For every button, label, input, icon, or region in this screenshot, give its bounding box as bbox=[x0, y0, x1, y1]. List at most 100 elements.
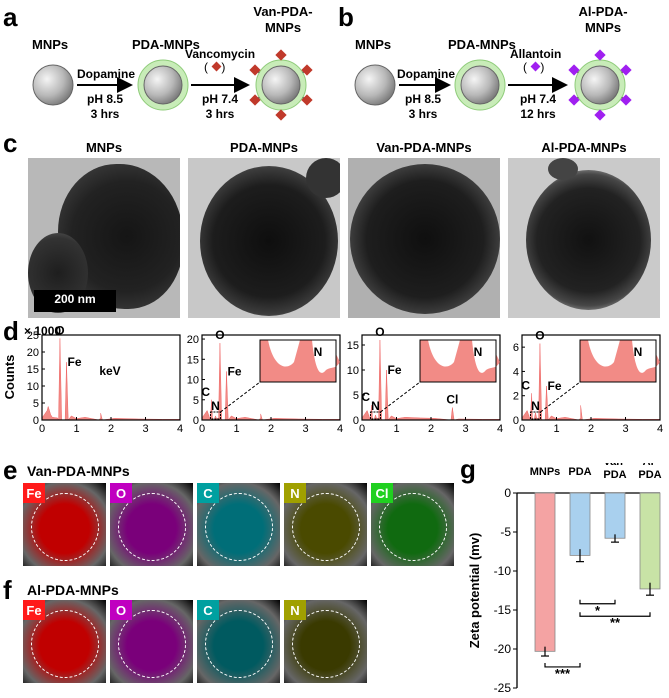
particle-outline bbox=[118, 610, 186, 678]
scheme-b-ligand-bracket: ( ) bbox=[523, 60, 545, 74]
element-tag: O bbox=[110, 483, 132, 503]
zeta-category-label: Al- bbox=[643, 463, 658, 468]
zeta-category-label: PDA bbox=[568, 466, 591, 478]
eds-inset-label: N bbox=[474, 345, 483, 359]
eds-xtick-label: 4 bbox=[177, 423, 183, 435]
panel-label-e: e bbox=[3, 455, 18, 485]
scheme-a-start: MNPs bbox=[32, 37, 69, 52]
eds-peak-label: O bbox=[215, 328, 224, 342]
eds-peak-label: C bbox=[521, 378, 530, 392]
scheme-b-step2-reagent: Allantoin bbox=[510, 47, 562, 61]
zeta-potential-chart: 0 -5 -10 -15 -20 -25 Zeta potential (mv) MNPs PD… bbox=[467, 463, 662, 695]
eds-ytick-label: 0 bbox=[33, 415, 39, 427]
synthesis-schemes bbox=[32, 49, 632, 121]
zeta-ylabel: Zeta potential (mv) bbox=[467, 533, 482, 649]
eds-peak-label: C bbox=[361, 390, 370, 404]
particle-outline bbox=[205, 610, 273, 678]
tem-image-mnps: 200 nm bbox=[28, 158, 180, 318]
eds-xtick-label: 3 bbox=[462, 423, 468, 435]
significance-bracket bbox=[544, 662, 581, 668]
significance-label: *** bbox=[555, 666, 571, 681]
eds-xtick-label: 1 bbox=[393, 423, 399, 435]
eds-ytick-label: 15 bbox=[27, 364, 39, 376]
eds-ytick-label: 10 bbox=[187, 375, 199, 387]
van-map-cl: Cl bbox=[371, 483, 454, 566]
eds-inset-frame bbox=[259, 339, 337, 383]
tem-title-1: MNPs bbox=[85, 140, 123, 155]
tem-title-2: PDA-MNPs bbox=[230, 140, 298, 155]
eds-xtick-label: 3 bbox=[142, 423, 148, 435]
eds-ytick-label: 0 bbox=[193, 415, 199, 427]
zeta-bar bbox=[569, 492, 591, 556]
eds-xtick-label: 1 bbox=[73, 423, 79, 435]
eds-multiplier: × 1000 bbox=[24, 325, 61, 338]
significance-bracket bbox=[579, 599, 616, 605]
eds-xtick-label: 1 bbox=[553, 423, 559, 435]
eds-zoom-box bbox=[209, 411, 221, 420]
eds-inset-label: N bbox=[634, 345, 643, 359]
eds-xtick-label: 3 bbox=[302, 423, 308, 435]
allantoin-ligand bbox=[594, 109, 606, 121]
eds-peak-label: Fe bbox=[387, 363, 401, 377]
element-tag: N bbox=[284, 483, 306, 503]
particle-outline bbox=[31, 610, 99, 678]
zeta-category-label: Van- bbox=[603, 463, 627, 468]
particle-outline bbox=[379, 493, 447, 561]
eds-ytick-label: 5 bbox=[193, 395, 199, 407]
scheme-a-step2-conditions: pH 7.4 3 hrs bbox=[201, 92, 238, 121]
al-map-o: O bbox=[110, 600, 193, 683]
eds-inset-frame bbox=[579, 339, 657, 383]
element-tag: C bbox=[197, 600, 219, 620]
pda-core-b bbox=[460, 65, 500, 105]
zeta-ytick-label: 0 bbox=[504, 486, 511, 500]
tem-image-pda-mnps bbox=[188, 158, 340, 318]
eds-peak-label: Fe bbox=[547, 379, 561, 393]
zeta-bar bbox=[639, 492, 661, 590]
scheme-a-end: Van-PDA- MNPs bbox=[253, 4, 313, 35]
particle-outline bbox=[118, 493, 186, 561]
zeta-ytick-label: -20 bbox=[494, 642, 512, 656]
eds-ytick-label: 25 bbox=[27, 330, 39, 342]
zeta-category-label: PDA bbox=[603, 469, 626, 481]
eds-xtick-label: 0 bbox=[519, 423, 525, 435]
significance-label: * bbox=[595, 603, 601, 618]
van-map-o: O bbox=[110, 483, 193, 566]
eds-ytick-label: 5 bbox=[353, 390, 359, 402]
al-map-n: N bbox=[284, 600, 367, 683]
van-map-n: N bbox=[284, 483, 367, 566]
panel-label-a: a bbox=[3, 2, 18, 32]
eds-peak-label: C bbox=[201, 385, 210, 399]
zeta-ytick-label: -5 bbox=[500, 525, 511, 539]
vancomycin-ligand bbox=[275, 49, 287, 61]
eds-inset-spectrum bbox=[420, 340, 500, 382]
element-tag: C bbox=[197, 483, 219, 503]
eds-peak-label: Cl bbox=[446, 393, 458, 407]
eds-peak-label: N bbox=[371, 399, 380, 413]
eds-zoom-line bbox=[380, 381, 421, 413]
zeta-category-label: MNPs bbox=[530, 466, 561, 478]
pda-core-a bbox=[143, 65, 183, 105]
zeta-ytick-label: -25 bbox=[494, 681, 512, 695]
scheme-a-ligand-bracket: ( ) bbox=[204, 60, 226, 74]
eds-ytick-label: 20 bbox=[187, 334, 199, 346]
eds-ytick-label: 15 bbox=[347, 340, 359, 352]
vancomycin-ligand bbox=[275, 109, 287, 121]
scheme-b-start: MNPs bbox=[355, 37, 392, 52]
scheme-a-step1-conditions: pH 8.5 3 hrs bbox=[86, 92, 123, 121]
scheme-a-mid: PDA-MNPs bbox=[132, 37, 200, 52]
particle-outline bbox=[31, 493, 99, 561]
eds-xtick-label: 4 bbox=[497, 423, 503, 435]
element-tag: Fe bbox=[23, 483, 45, 503]
particle-outline bbox=[205, 493, 273, 561]
eds-xtick-label: 4 bbox=[657, 423, 663, 435]
zeta-category-label: PDA bbox=[638, 469, 661, 481]
scheme-b-mid: PDA-MNPs bbox=[448, 37, 516, 52]
element-tag: N bbox=[284, 600, 306, 620]
al-core-b bbox=[580, 65, 620, 105]
eds-xtick-label: 0 bbox=[39, 423, 45, 435]
eds-xtick-label: 1 bbox=[233, 423, 239, 435]
eds-ytick-label: 10 bbox=[27, 381, 39, 393]
eds-inset-spectrum bbox=[260, 340, 340, 382]
eds-xtick-label: 3 bbox=[622, 423, 628, 435]
allantoin-ligand bbox=[594, 49, 606, 61]
